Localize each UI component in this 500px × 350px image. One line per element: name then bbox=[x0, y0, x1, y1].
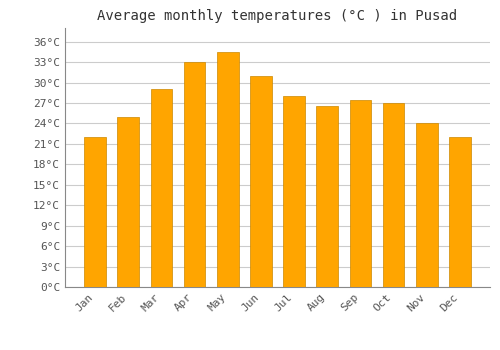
Bar bbox=[150, 89, 172, 287]
Bar bbox=[284, 96, 305, 287]
Bar bbox=[84, 137, 106, 287]
Bar bbox=[250, 76, 272, 287]
Bar bbox=[316, 106, 338, 287]
Bar bbox=[449, 137, 470, 287]
Bar bbox=[383, 103, 404, 287]
Bar bbox=[350, 99, 371, 287]
Title: Average monthly temperatures (°C ) in Pusad: Average monthly temperatures (°C ) in Pu… bbox=[98, 9, 458, 23]
Bar bbox=[217, 52, 238, 287]
Bar bbox=[416, 124, 438, 287]
Bar bbox=[184, 62, 206, 287]
Bar bbox=[118, 117, 139, 287]
